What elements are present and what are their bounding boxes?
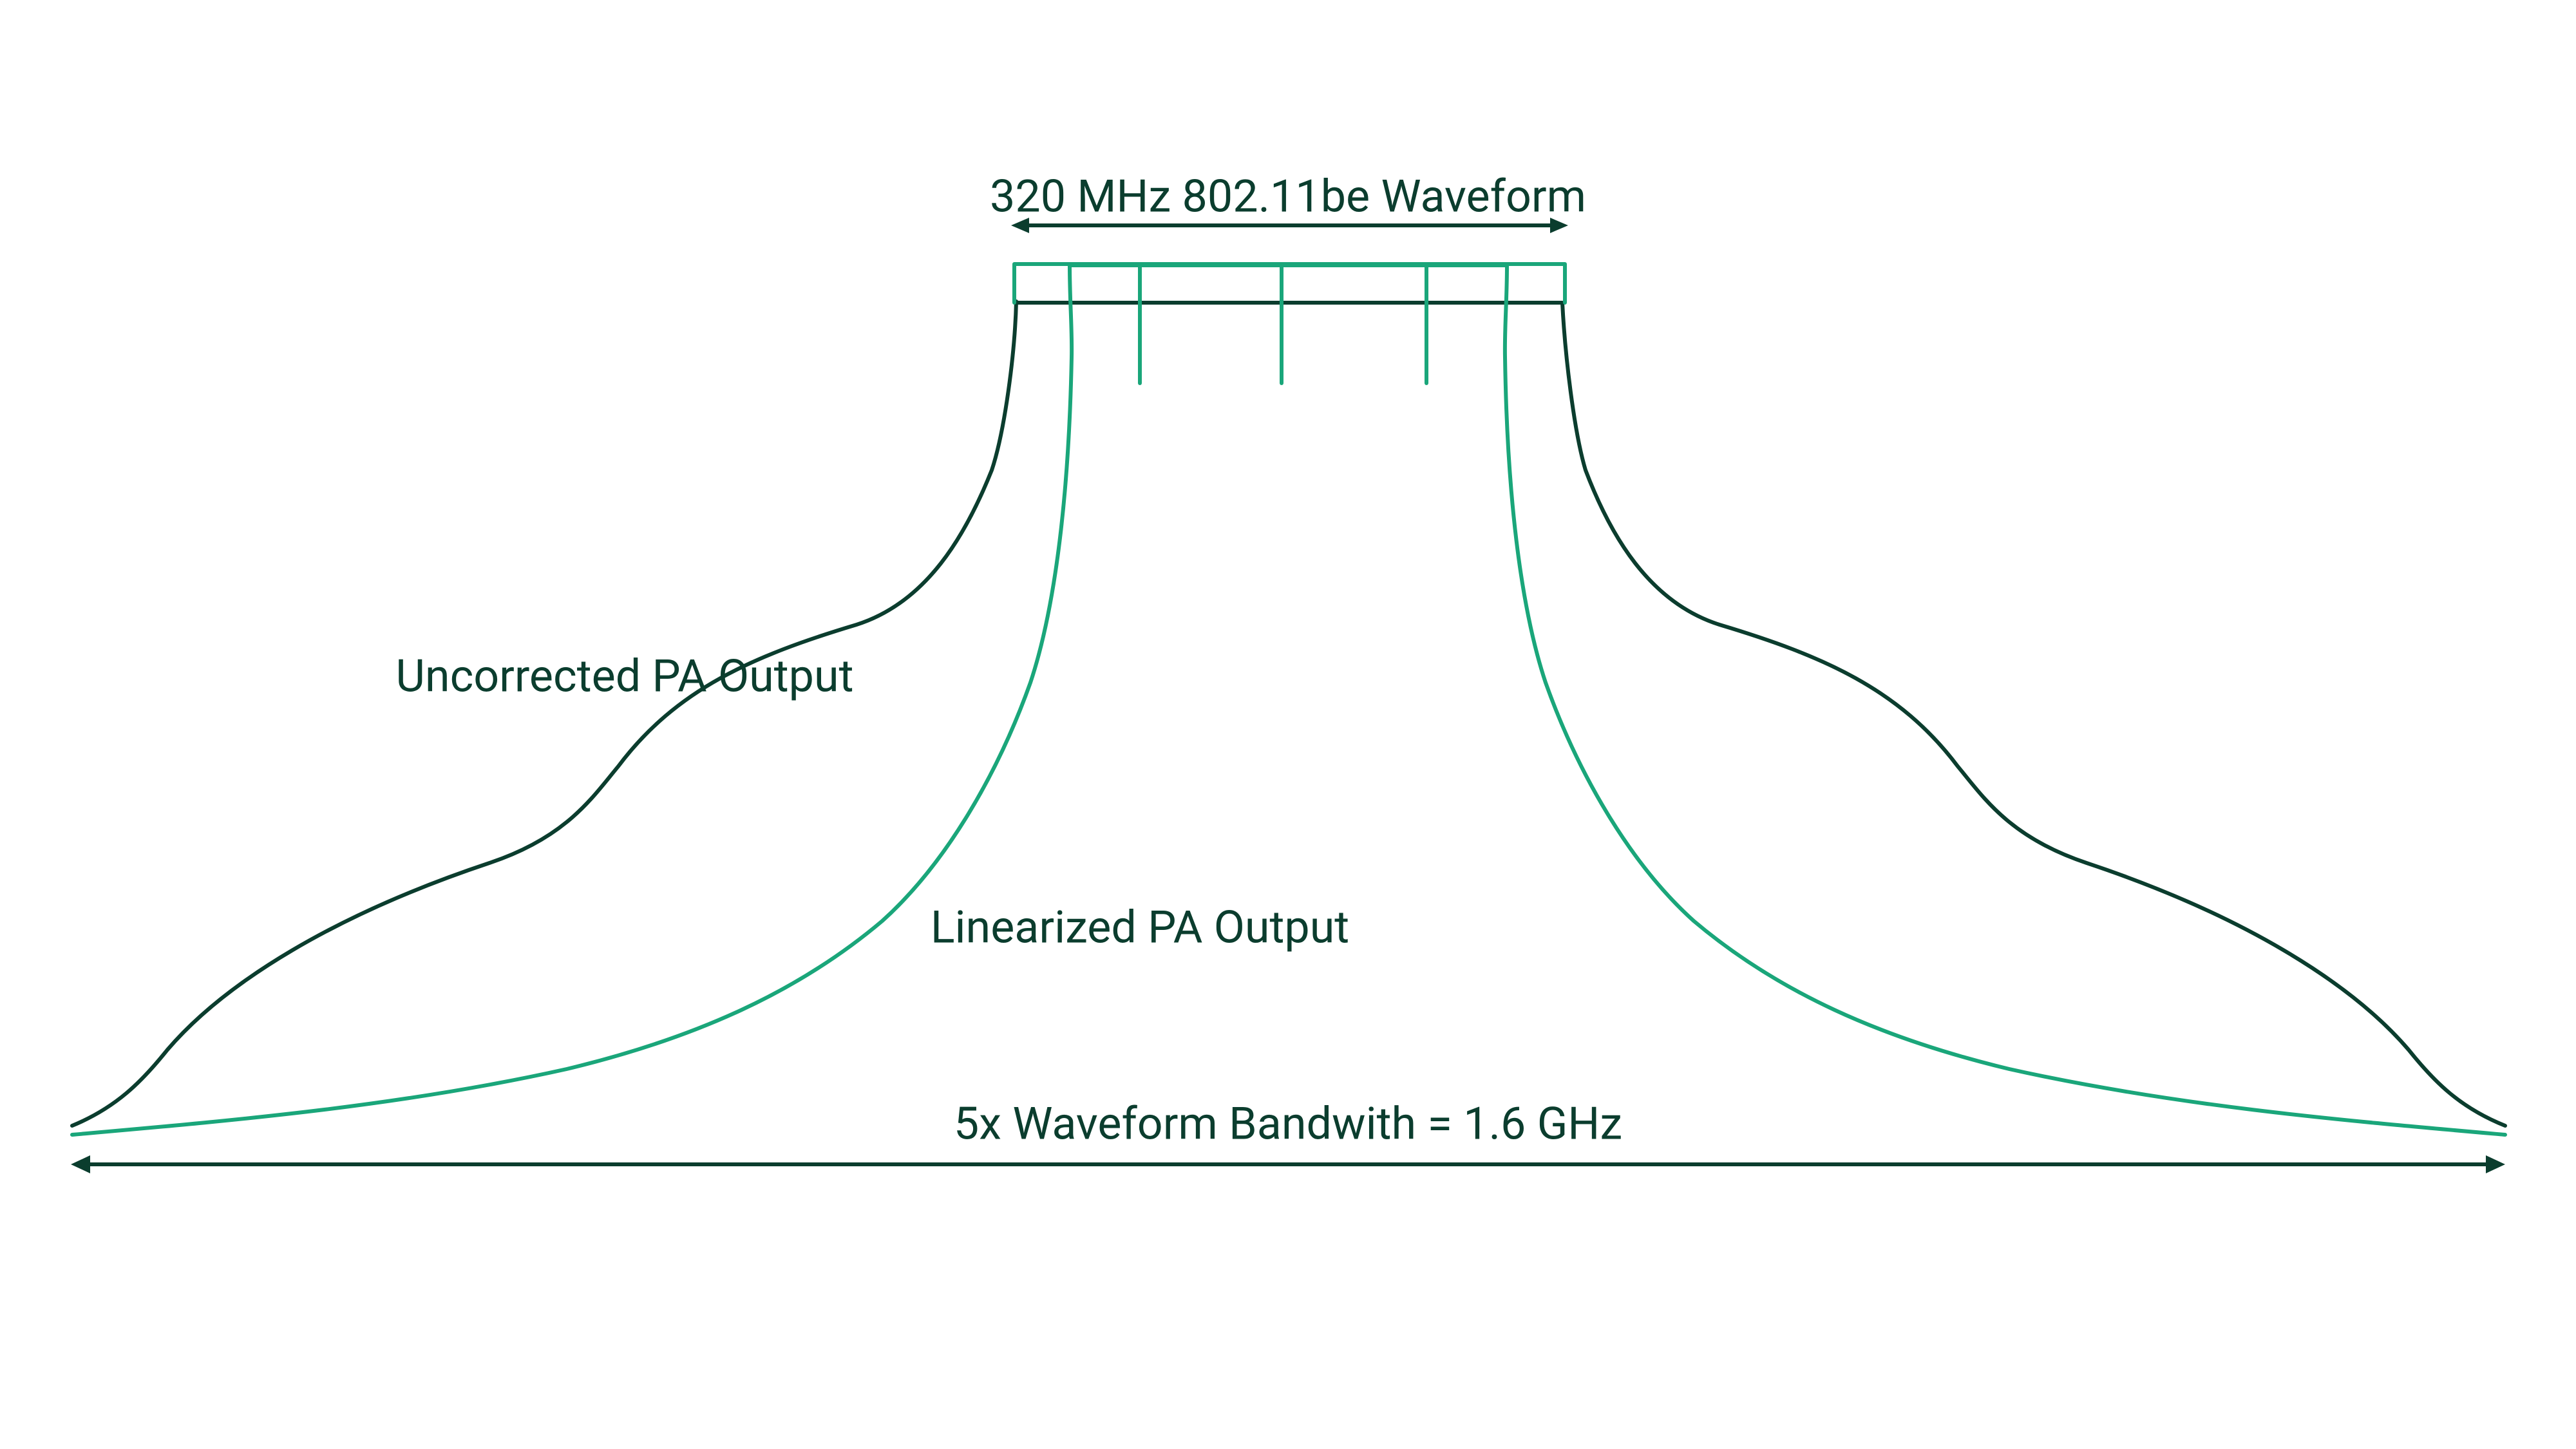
spectrum-diagram: 320 MHz 802.11be Waveform Uncorrected PA … [0, 0, 2576, 1449]
bottom-bandwidth-label: 5x Waveform Bandwith = 1.6 GHz [954, 1097, 1622, 1150]
linearized-label: Linearized PA Output [931, 901, 1349, 954]
uncorrected-label: Uncorrected PA Output [396, 650, 854, 703]
top-bandwidth-label: 320 MHz 802.11be Waveform [990, 170, 1586, 223]
